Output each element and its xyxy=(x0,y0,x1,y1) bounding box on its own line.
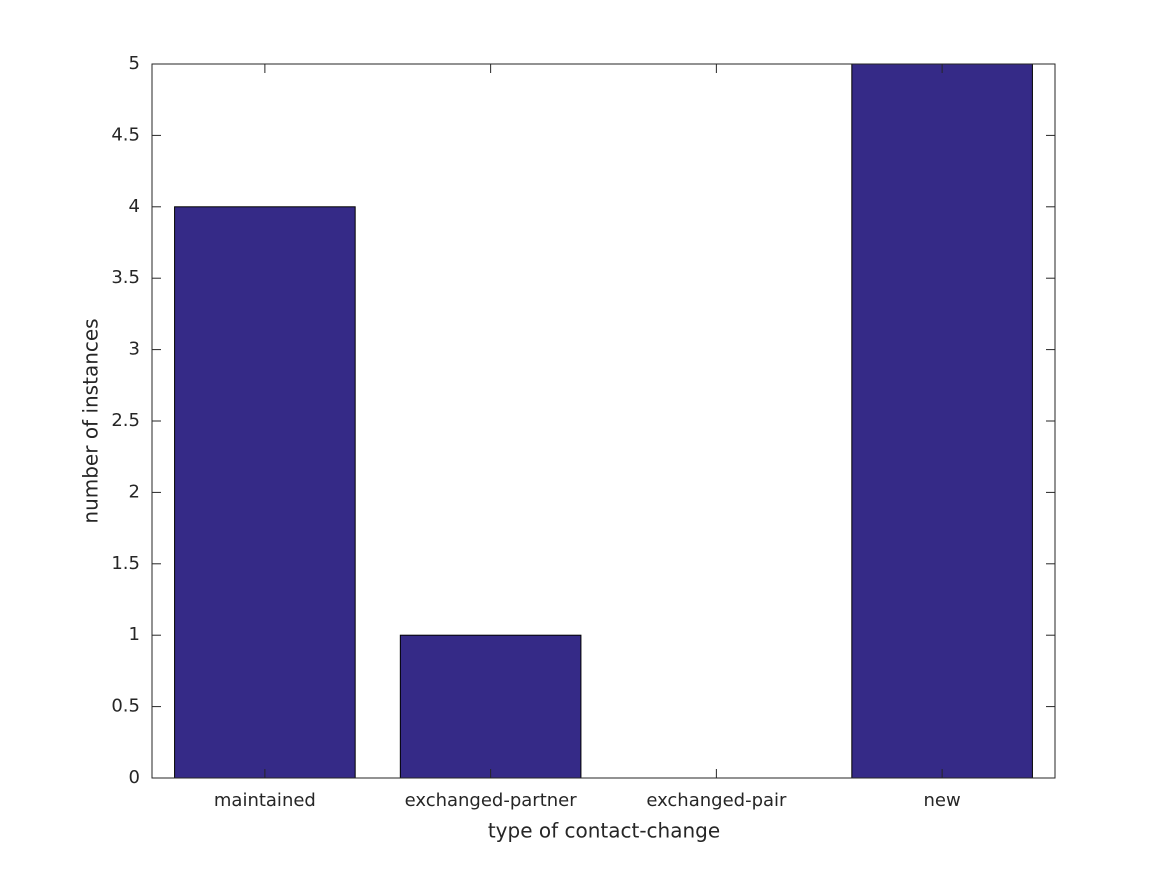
x-tick-label: exchanged-pair xyxy=(646,790,787,811)
y-tick-label: 0.5 xyxy=(111,696,140,717)
y-tick-label: 2.5 xyxy=(111,410,140,431)
x-tick-label: exchanged-partner xyxy=(405,790,578,811)
y-tick-label: 3 xyxy=(129,339,140,360)
y-axis-label: number of instances xyxy=(79,318,103,523)
y-tick-label: 2 xyxy=(129,481,140,502)
bar xyxy=(174,206,356,779)
x-axis-label: type of contact-change xyxy=(488,819,720,843)
y-tick-label: 1 xyxy=(129,624,140,645)
x-tick-label: new xyxy=(924,790,961,811)
y-tick-label: 1.5 xyxy=(111,553,140,574)
y-tick-label: 3.5 xyxy=(111,267,140,288)
bar xyxy=(851,63,1033,779)
y-tick-label: 0 xyxy=(129,767,140,788)
y-tick-label: 4.5 xyxy=(111,124,140,145)
y-tick-label: 4 xyxy=(129,196,140,217)
bar xyxy=(399,634,582,779)
y-tick-label: 5 xyxy=(129,53,140,74)
x-tick-label: maintained xyxy=(214,790,316,811)
